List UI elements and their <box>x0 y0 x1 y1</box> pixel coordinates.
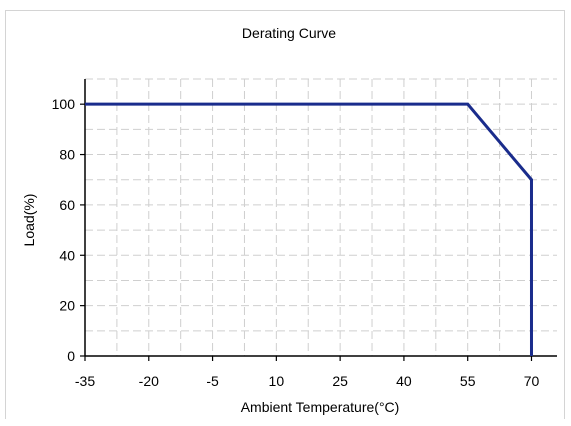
chart-frame <box>5 10 565 419</box>
y-tick-label: 60 <box>59 197 75 213</box>
x-tick-label: -20 <box>139 373 159 389</box>
x-tick-label: -35 <box>75 373 95 389</box>
x-tick-label: 25 <box>332 373 348 389</box>
x-tick-label: 70 <box>524 373 540 389</box>
series <box>85 102 533 356</box>
y-tick-label: 40 <box>59 247 75 263</box>
chart-title: Derating Curve <box>242 25 336 41</box>
y-tick-label: 100 <box>52 96 76 112</box>
x-tick-label: 40 <box>396 373 412 389</box>
y-tick-label: 0 <box>67 348 75 364</box>
ticks: -35 -20 -5 10 25 40 55 70 0 20 40 60 80 100 <box>52 96 540 389</box>
axes <box>84 79 557 357</box>
y-axis-label: Load(%) <box>21 194 37 247</box>
x-tick-label: -5 <box>206 373 219 389</box>
x-axis-label: Ambient Temperature(°C) <box>241 399 400 415</box>
y-tick-label: 80 <box>59 147 75 163</box>
x-tick-label: 55 <box>460 373 476 389</box>
derating-curve-line <box>85 102 533 356</box>
grid <box>85 78 557 356</box>
y-tick-label: 20 <box>59 298 75 314</box>
x-tick-label: 10 <box>269 373 285 389</box>
